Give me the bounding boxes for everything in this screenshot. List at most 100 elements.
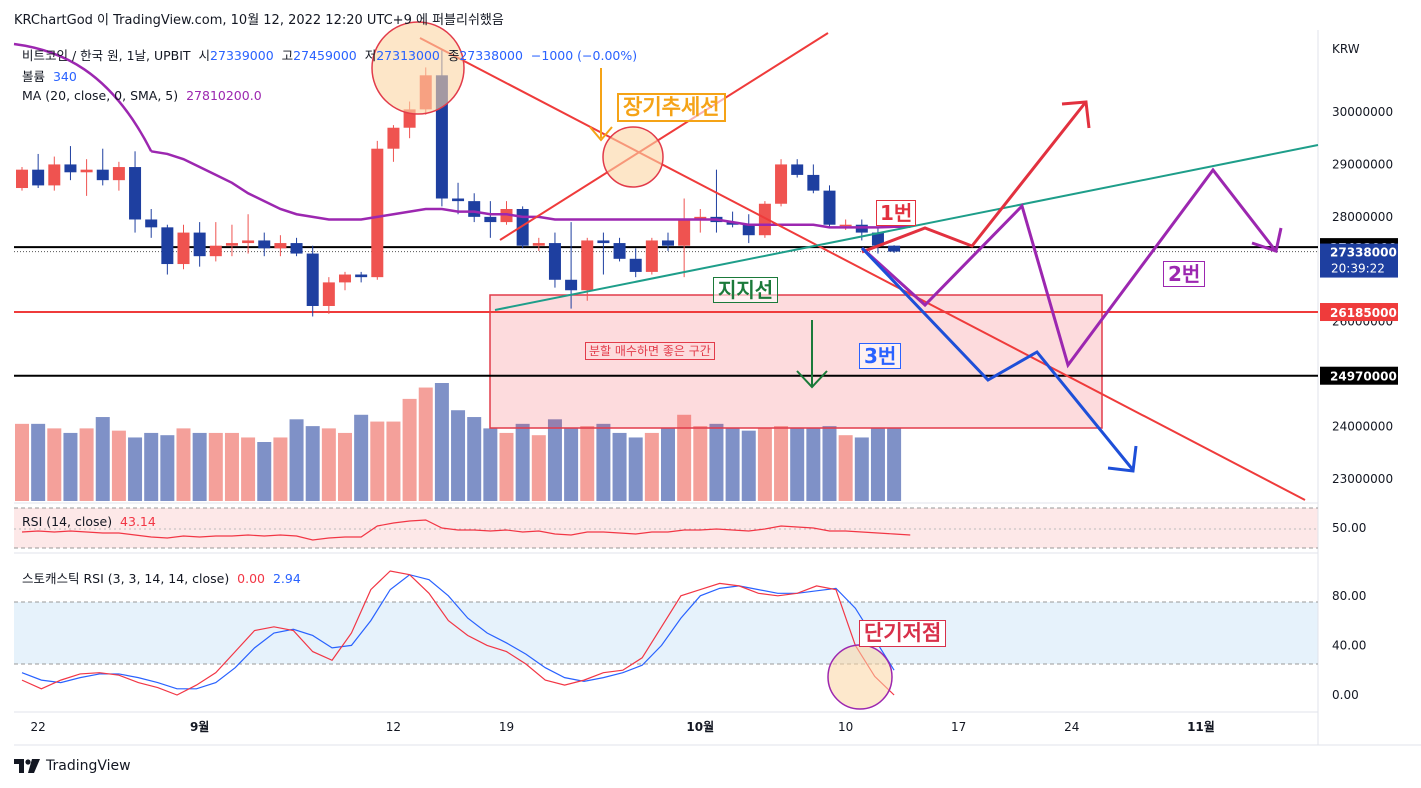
green-arrow-icon: [796, 320, 828, 389]
short-bottom-circle: [827, 644, 893, 710]
tradingview-footer[interactable]: TradingView: [14, 758, 131, 774]
volume-bar: [677, 414, 692, 501]
volume-bar: [822, 426, 837, 501]
volume-bar: [467, 417, 482, 501]
support-trendline: [494, 144, 1319, 311]
volume-bar: [370, 421, 385, 501]
scenario-3-path: [860, 246, 1135, 471]
volume-bar: [257, 442, 272, 501]
currency-label: KRW: [1332, 42, 1360, 56]
volume-bar: [725, 428, 740, 501]
candle-body: [678, 219, 691, 246]
volume-bar: [661, 428, 675, 501]
candle-body: [129, 167, 142, 220]
high-value: 27459000: [293, 48, 357, 63]
candle-body: [597, 240, 610, 244]
trend-touch-circle: [602, 126, 664, 188]
candle-body: [242, 240, 255, 244]
candle-body: [726, 222, 739, 225]
short-bottom-label: 단기저점: [859, 620, 947, 647]
ma-line-lead: [13, 42, 153, 152]
ascending-red-line: [499, 32, 829, 241]
scenario-1-path: [861, 102, 1087, 254]
symbol-name[interactable]: 비트코인 / 한국 원, 1날, UPBIT: [22, 48, 191, 63]
volume-bar: [741, 430, 756, 501]
ma-legend: MA (20, close, 0, SMA, 5) 27810200.0: [22, 88, 262, 103]
volume-legend: 볼륨 340: [22, 66, 77, 85]
open-label: 시: [198, 48, 211, 63]
scenario-3-label: 3번: [859, 343, 902, 369]
candle-body: [371, 148, 384, 278]
stoch-legend: 스토캐스틱 RSI (3, 3, 14, 14, close) 0.00 2.9…: [22, 568, 301, 587]
ma-line: [150, 150, 911, 229]
volume-bar: [338, 432, 352, 501]
candle-body: [791, 164, 804, 175]
volume-bar: [31, 423, 46, 501]
volume-bar: [790, 428, 805, 501]
horizontal-lines: [14, 246, 1318, 377]
candle-body: [662, 240, 674, 246]
volume-bars: [15, 383, 902, 501]
volume-bar: [854, 437, 869, 501]
candle-body: [290, 243, 303, 254]
candle-body: [452, 198, 465, 202]
candle-body: [871, 232, 884, 246]
volume-bar: [838, 435, 853, 501]
current-price-label: 27338000: [1330, 246, 1397, 260]
volume-bar: [321, 428, 336, 501]
price-tick-label: 24000000: [1332, 420, 1393, 434]
scenario-2-path: [860, 167, 1277, 369]
red-line-label: 26185000: [1330, 306, 1397, 320]
candle-body: [48, 164, 61, 186]
candle-body: [775, 164, 788, 204]
candle-body: [145, 219, 158, 228]
candle-body: [96, 169, 109, 181]
volume-bar: [418, 387, 433, 501]
ma-label[interactable]: MA (20, close, 0, SMA, 5): [22, 88, 179, 103]
rsi-tick-label: 50.00: [1332, 521, 1366, 535]
volume-bar: [644, 432, 659, 501]
candle-body: [339, 274, 351, 283]
orange-arrow-icon: [589, 68, 613, 142]
support-black-label: 24970000: [1330, 370, 1397, 384]
candle-body: [742, 224, 755, 236]
low-label: 저: [364, 48, 377, 63]
volume-label[interactable]: 볼륨: [22, 69, 46, 84]
price-tick-label: 30000000: [1332, 105, 1393, 119]
buy-zone-label: 분할 매수하면 좋은 구간: [585, 342, 715, 360]
high-circle: [371, 21, 465, 115]
volume-bar: [144, 432, 159, 501]
candle-body: [355, 274, 368, 278]
volume-bar: [402, 398, 417, 501]
open-value: 27339000: [210, 48, 274, 63]
volume-bar: [628, 437, 643, 501]
candle-body: [613, 243, 626, 259]
volume-bar: [547, 419, 562, 501]
time-tick-label: 9월: [190, 719, 209, 734]
volume-bar: [176, 428, 191, 501]
scenario-2-label: 2번: [1163, 261, 1206, 287]
candle-body: [274, 243, 287, 249]
stoch-k-line: [21, 570, 895, 696]
volume-bar: [289, 419, 304, 501]
ma-value: 27810200.0: [186, 88, 262, 103]
candle-body: [484, 216, 497, 223]
candle-body: [177, 232, 190, 265]
volume-bar: [709, 423, 724, 501]
stoch-label[interactable]: 스토캐스틱 RSI (3, 3, 14, 14, close): [22, 571, 230, 586]
candle-body: [629, 258, 642, 272]
price-tick-label: 28000000: [1332, 210, 1393, 224]
volume-bar: [564, 428, 579, 501]
volume-bar: [95, 417, 110, 501]
volume-bar: [580, 426, 595, 501]
rsi-label[interactable]: RSI (14, close): [22, 514, 113, 529]
volume-bar: [128, 437, 143, 501]
volume-bar: [806, 428, 821, 501]
close-value: 27338000: [459, 48, 523, 63]
support-black-badge: [1320, 366, 1398, 385]
time-tick-label: 24: [1064, 720, 1079, 734]
volume-bar: [192, 432, 207, 501]
volume-bar: [483, 428, 498, 501]
rsi-value: 43.14: [120, 514, 156, 529]
